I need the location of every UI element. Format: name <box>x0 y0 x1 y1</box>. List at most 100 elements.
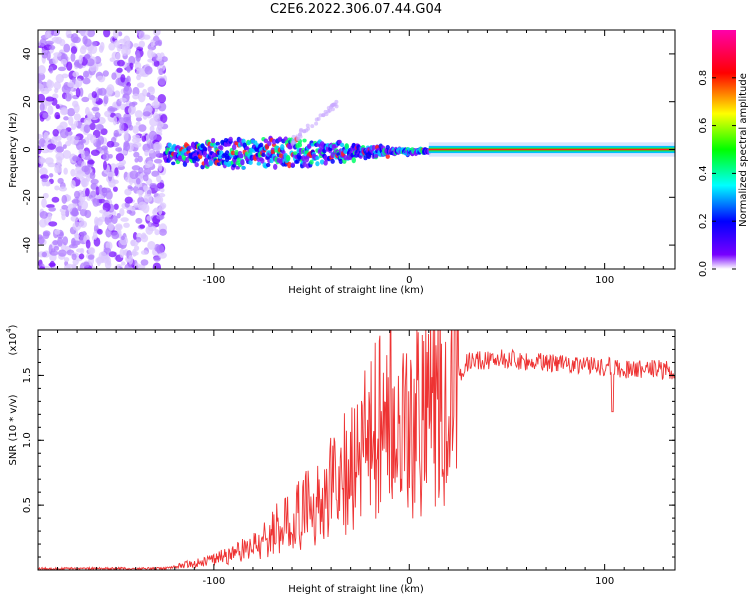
noise-blob <box>60 58 68 65</box>
spectral-blob <box>240 159 245 166</box>
spectral-blob <box>200 164 205 170</box>
spectral-blob <box>344 143 349 149</box>
noise-blob <box>156 182 165 189</box>
spectral-blob <box>241 165 246 170</box>
colorbar-tick-label: 0.6 <box>698 118 709 134</box>
noise-blob <box>105 190 113 200</box>
noise-blob <box>38 93 46 103</box>
noise-blob <box>79 208 88 217</box>
noise-blob <box>72 155 80 162</box>
noise-blob <box>73 190 81 199</box>
noise-blob <box>139 224 146 229</box>
noise-blob <box>53 52 62 57</box>
noise-blob <box>158 68 164 76</box>
noise-blob <box>94 112 101 119</box>
noise-blob <box>124 196 133 204</box>
noise-blob <box>62 149 72 159</box>
noise-blob <box>107 222 114 231</box>
noise-blob <box>75 166 84 174</box>
noise-blob <box>129 170 139 180</box>
noise-blob <box>73 113 81 121</box>
snr-scale-base: (x10 <box>8 333 19 356</box>
noise-blob <box>98 87 107 96</box>
noise-blob <box>132 125 140 134</box>
noise-blob <box>57 236 63 247</box>
noise-blob <box>148 94 156 101</box>
noise-blob <box>44 31 50 39</box>
noise-blob <box>65 263 74 269</box>
noise-blob <box>120 261 126 266</box>
noise-blob <box>113 203 119 210</box>
noise-blob <box>42 231 50 240</box>
noise-blob <box>64 93 72 102</box>
x-tick-label: 100 <box>595 275 614 286</box>
noise-blob <box>48 262 56 267</box>
noise-blob <box>120 217 129 222</box>
noise-blob <box>90 149 100 156</box>
noise-blob <box>91 106 100 112</box>
noise-blob <box>55 146 65 153</box>
noise-blob <box>134 263 141 269</box>
noise-blob <box>41 52 48 59</box>
noise-blob <box>143 193 153 203</box>
noise-blob <box>157 94 167 104</box>
noise-blob <box>102 202 111 212</box>
noise-blob <box>99 41 105 51</box>
noise-blob <box>51 196 60 203</box>
noise-blob <box>156 244 165 254</box>
spectrogram-x-ticks: -100 0 100 <box>57 30 664 286</box>
noise-blob <box>158 205 163 216</box>
noise-blob <box>58 186 68 192</box>
noise-blob <box>51 248 56 253</box>
spectral-blob <box>277 136 283 143</box>
noise-blob <box>116 59 125 67</box>
spectral-blob <box>329 103 334 108</box>
noise-blob <box>153 207 159 213</box>
y-tick-label: -20 <box>22 189 33 205</box>
noise-blob <box>40 174 49 180</box>
noise-blob <box>57 249 67 257</box>
noise-blob <box>42 192 49 199</box>
spectral-blob <box>230 150 236 156</box>
noise-blob <box>154 229 160 236</box>
noise-blob <box>90 134 97 144</box>
noise-blob <box>62 236 69 246</box>
noise-blob <box>135 116 142 122</box>
spectral-blob <box>324 112 329 117</box>
noise-blob <box>138 124 147 132</box>
x-tick-label: 0 <box>406 576 412 587</box>
noise-blob <box>135 177 141 185</box>
spectral-blob <box>187 145 192 151</box>
noise-blob <box>153 196 162 204</box>
noise-blob <box>39 210 48 219</box>
noise-blob <box>59 128 69 139</box>
noise-blob <box>54 164 60 174</box>
spectral-blob <box>302 138 307 143</box>
noise-blob <box>156 56 163 62</box>
noise-blob <box>70 46 78 55</box>
noise-blob <box>106 84 115 95</box>
spectral-blob <box>298 132 303 137</box>
spectral-blob <box>236 157 242 163</box>
noise-blob <box>55 114 61 120</box>
noise-blob <box>75 141 85 151</box>
noise-blob <box>132 134 141 140</box>
noise-blob <box>116 67 123 73</box>
noise-blob <box>55 152 65 161</box>
noise-blob <box>38 156 44 165</box>
noise-blob <box>84 106 90 116</box>
spectral-blob <box>291 138 296 143</box>
spectral-blob <box>319 159 325 165</box>
noise-blob <box>91 91 97 99</box>
noise-blob <box>124 188 132 196</box>
snr-x-label: Height of straight line (km) <box>288 584 424 595</box>
noise-blob <box>66 61 73 71</box>
noise-blob <box>120 74 126 83</box>
spectral-blob <box>210 137 216 144</box>
spectral-blob <box>271 138 277 145</box>
noise-blob <box>84 150 90 157</box>
noise-blob <box>53 81 62 90</box>
noise-blob <box>141 135 147 142</box>
noise-blob <box>132 93 140 100</box>
